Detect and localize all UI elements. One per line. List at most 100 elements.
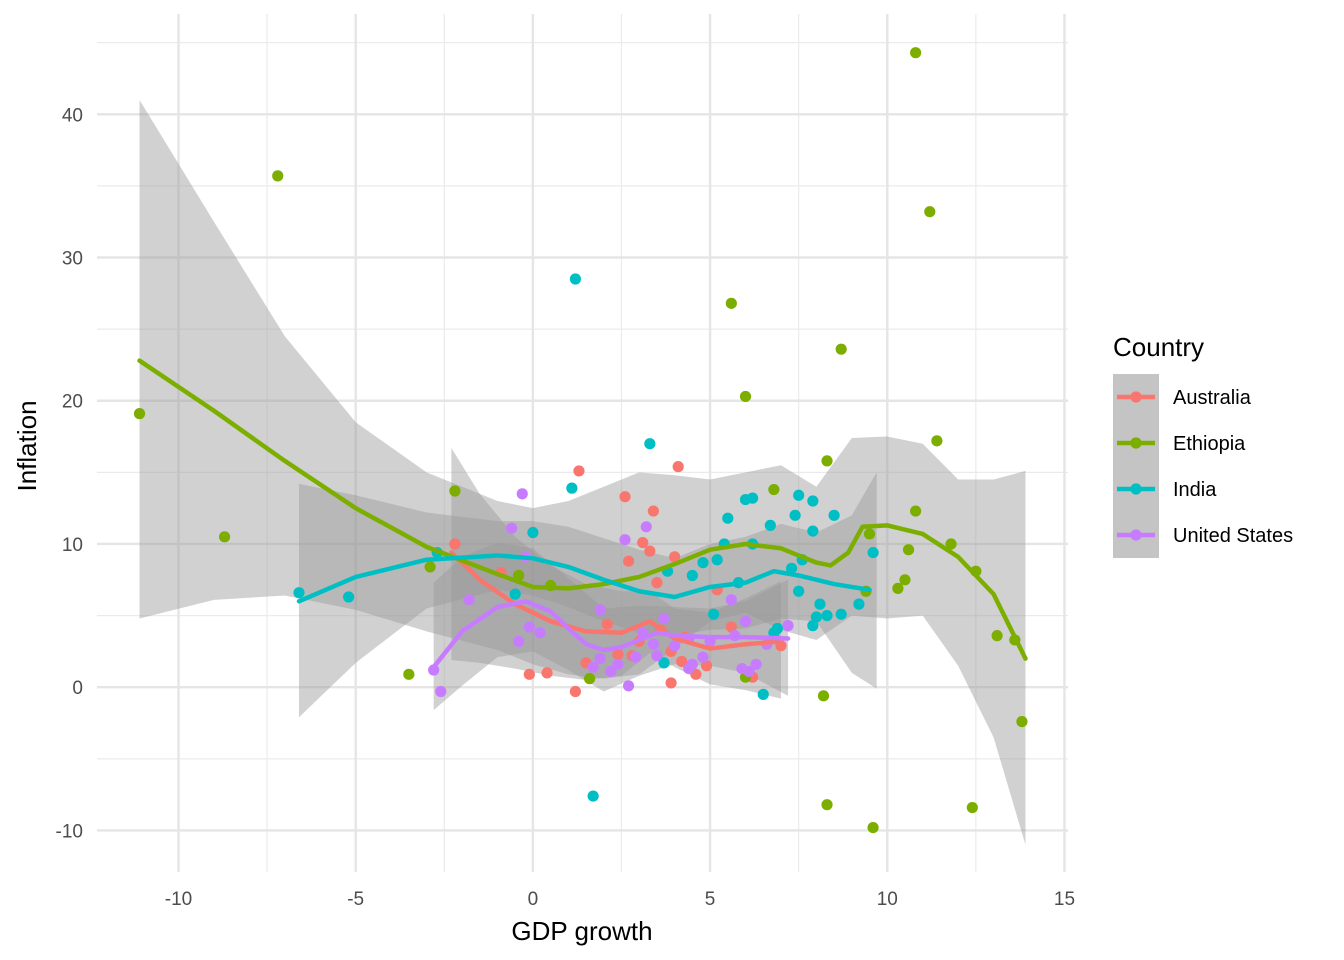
point-united-states bbox=[651, 650, 663, 662]
point-australia bbox=[672, 461, 684, 473]
point-ethiopia bbox=[133, 408, 146, 420]
point-ethiopia bbox=[821, 455, 833, 467]
y-tick-label: 0 bbox=[72, 678, 83, 699]
point-india bbox=[768, 627, 780, 639]
point-united-states bbox=[750, 658, 762, 670]
point-united-states bbox=[697, 651, 709, 663]
point-ethiopia bbox=[899, 574, 911, 586]
point-australia bbox=[622, 555, 635, 567]
point-india bbox=[810, 611, 822, 623]
point-australia bbox=[541, 667, 553, 679]
point-united-states bbox=[619, 534, 631, 546]
point-ethiopia bbox=[892, 582, 904, 594]
point-india bbox=[644, 438, 656, 450]
trend-line-united-states bbox=[431, 599, 791, 670]
point-ethiopia bbox=[835, 343, 847, 355]
point-united-states bbox=[516, 488, 528, 500]
x-tick-label: -5 bbox=[347, 889, 364, 910]
point-australia bbox=[573, 465, 585, 477]
point-australia bbox=[647, 505, 659, 517]
point-australia bbox=[637, 536, 649, 549]
point-ethiopia bbox=[991, 630, 1003, 642]
legend-title: Country bbox=[1113, 332, 1204, 362]
point-india bbox=[658, 657, 670, 669]
point-india bbox=[807, 620, 819, 632]
point-india bbox=[793, 585, 805, 597]
point-australia bbox=[449, 538, 461, 550]
point-india bbox=[821, 610, 833, 622]
point-united-states bbox=[622, 680, 635, 692]
legend-dot-india bbox=[1130, 483, 1142, 495]
point-ethiopia bbox=[768, 483, 780, 496]
point-united-states bbox=[523, 621, 535, 633]
point-australia bbox=[665, 677, 677, 689]
trend-line-india bbox=[296, 553, 872, 604]
point-united-states bbox=[435, 685, 447, 698]
point-australia bbox=[601, 618, 613, 630]
point-india bbox=[793, 489, 805, 501]
point-india bbox=[527, 526, 539, 539]
point-australia bbox=[725, 621, 737, 633]
point-ethiopia bbox=[924, 206, 936, 218]
y-axis-ticks: -10 0 10 20 30 40 bbox=[56, 105, 83, 842]
point-australia bbox=[669, 551, 681, 563]
point-united-states bbox=[506, 522, 518, 534]
y-tick-label: 40 bbox=[62, 105, 83, 126]
point-australia bbox=[523, 668, 535, 680]
point-india bbox=[711, 554, 723, 566]
point-india bbox=[708, 608, 720, 620]
point-ethiopia bbox=[403, 668, 415, 680]
major-grid bbox=[97, 14, 1068, 872]
point-australia bbox=[612, 648, 624, 660]
point-united-states bbox=[612, 658, 624, 670]
point-india bbox=[569, 273, 582, 285]
x-tick-label: 10 bbox=[877, 889, 898, 910]
y-tick-label: 20 bbox=[62, 392, 83, 413]
legend-label-india: India bbox=[1173, 479, 1217, 501]
point-united-states bbox=[647, 638, 659, 650]
point-india bbox=[867, 546, 879, 559]
point-united-states bbox=[725, 594, 737, 606]
point-australia bbox=[651, 577, 663, 589]
y-tick-label: -10 bbox=[56, 821, 83, 842]
point-ethiopia bbox=[513, 569, 525, 582]
point-india bbox=[835, 608, 847, 620]
point-ethiopia bbox=[272, 170, 284, 182]
y-tick-label: 10 bbox=[62, 535, 83, 556]
point-australia bbox=[619, 491, 631, 503]
legend-label-ethiopia: Ethiopia bbox=[1173, 433, 1246, 455]
point-india bbox=[757, 688, 769, 700]
point-united-states bbox=[658, 612, 670, 625]
x-tick-label: -10 bbox=[165, 889, 192, 910]
x-axis-title: GDP growth bbox=[511, 916, 652, 946]
legend: Country Australia Ethiopia India United Sta… bbox=[1113, 332, 1293, 558]
point-ethiopia bbox=[821, 799, 833, 811]
y-tick-label: 30 bbox=[62, 249, 83, 270]
point-india bbox=[747, 492, 759, 504]
legend-label-united-states: United States bbox=[1173, 525, 1293, 547]
point-india bbox=[293, 587, 305, 599]
point-australia bbox=[676, 655, 688, 668]
confidence-band-ethiopia bbox=[139, 99, 1026, 845]
point-united-states bbox=[534, 627, 546, 639]
x-axis-ticks: -10 -5 0 5 10 15 bbox=[165, 889, 1075, 910]
point-india bbox=[566, 482, 578, 494]
point-australia bbox=[569, 685, 582, 698]
point-united-states bbox=[736, 663, 748, 675]
legend-label-australia: Australia bbox=[1173, 387, 1252, 409]
legend-dot-ethiopia bbox=[1130, 437, 1142, 449]
x-tick-label: 5 bbox=[705, 889, 716, 910]
point-india bbox=[509, 588, 521, 600]
data-points bbox=[133, 47, 1028, 834]
point-united-states bbox=[594, 652, 606, 665]
point-ethiopia bbox=[739, 390, 752, 403]
x-tick-label: 15 bbox=[1054, 889, 1075, 910]
point-india bbox=[686, 569, 698, 582]
trend-line-ethiopia bbox=[137, 358, 1028, 661]
point-ethiopia bbox=[424, 561, 436, 573]
point-united-states bbox=[640, 521, 652, 533]
point-india bbox=[853, 598, 865, 610]
point-ethiopia bbox=[863, 528, 876, 540]
